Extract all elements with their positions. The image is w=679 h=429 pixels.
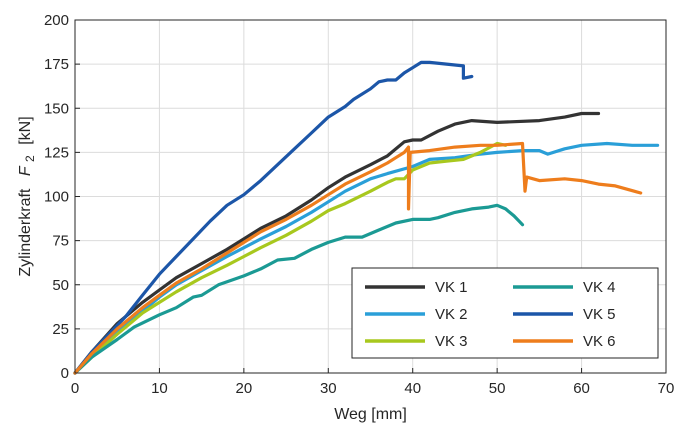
y-axis-label-subscript: 2 bbox=[23, 155, 37, 162]
x-tick-label: 60 bbox=[573, 380, 590, 397]
y-axis-label: Zylinderkraft F 2 [kN] bbox=[17, 116, 38, 276]
x-tick-label: 20 bbox=[236, 380, 253, 397]
y-tick-label: 25 bbox=[52, 321, 69, 338]
legend-label-6: VK 6 bbox=[583, 333, 616, 350]
series-line-5 bbox=[73, 60, 474, 375]
y-axis-label-unit: [kN] bbox=[17, 116, 34, 144]
x-axis-label: Weg [mm] bbox=[334, 406, 407, 423]
y-tick-label: 200 bbox=[44, 12, 69, 29]
y-tick-label: 150 bbox=[44, 100, 69, 117]
x-tick-label: 50 bbox=[489, 380, 506, 397]
y-tick-label: 0 bbox=[61, 365, 69, 382]
y-axis-label-symbol: F bbox=[17, 165, 34, 176]
series-line-4 bbox=[73, 203, 525, 375]
tick-labels: 0 10 20 30 40 50 60 70 0 25 50 75 100 125 150 175 200 bbox=[44, 12, 674, 397]
y-tick-label: 75 bbox=[52, 233, 69, 250]
legend-label-2: VK 2 bbox=[435, 306, 468, 323]
legend: VK 1 VK 4 VK 2 VK 5 VK 3 VK 6 bbox=[351, 267, 659, 359]
x-tick-label: 70 bbox=[658, 380, 675, 397]
y-tick-label: 175 bbox=[44, 56, 69, 73]
legend-label-3: VK 3 bbox=[435, 333, 468, 350]
y-tick-label: 100 bbox=[44, 189, 69, 206]
x-tick-label: 30 bbox=[320, 380, 337, 397]
series-line-1 bbox=[73, 111, 601, 375]
legend-label-4: VK 4 bbox=[583, 279, 616, 296]
x-tick-label: 10 bbox=[151, 380, 168, 397]
x-tick-label: 40 bbox=[404, 380, 421, 397]
y-tick-label: 50 bbox=[52, 277, 69, 294]
series-line-6 bbox=[73, 141, 643, 375]
legend-label-1: VK 1 bbox=[435, 279, 468, 296]
y-axis-label-text: Zylinderkraft bbox=[17, 188, 34, 277]
series-layer bbox=[73, 60, 660, 375]
x-tick-label: 0 bbox=[71, 380, 79, 397]
y-tick-label: 125 bbox=[44, 144, 69, 161]
legend-label-5: VK 5 bbox=[583, 306, 616, 323]
series-line-3 bbox=[73, 141, 508, 375]
